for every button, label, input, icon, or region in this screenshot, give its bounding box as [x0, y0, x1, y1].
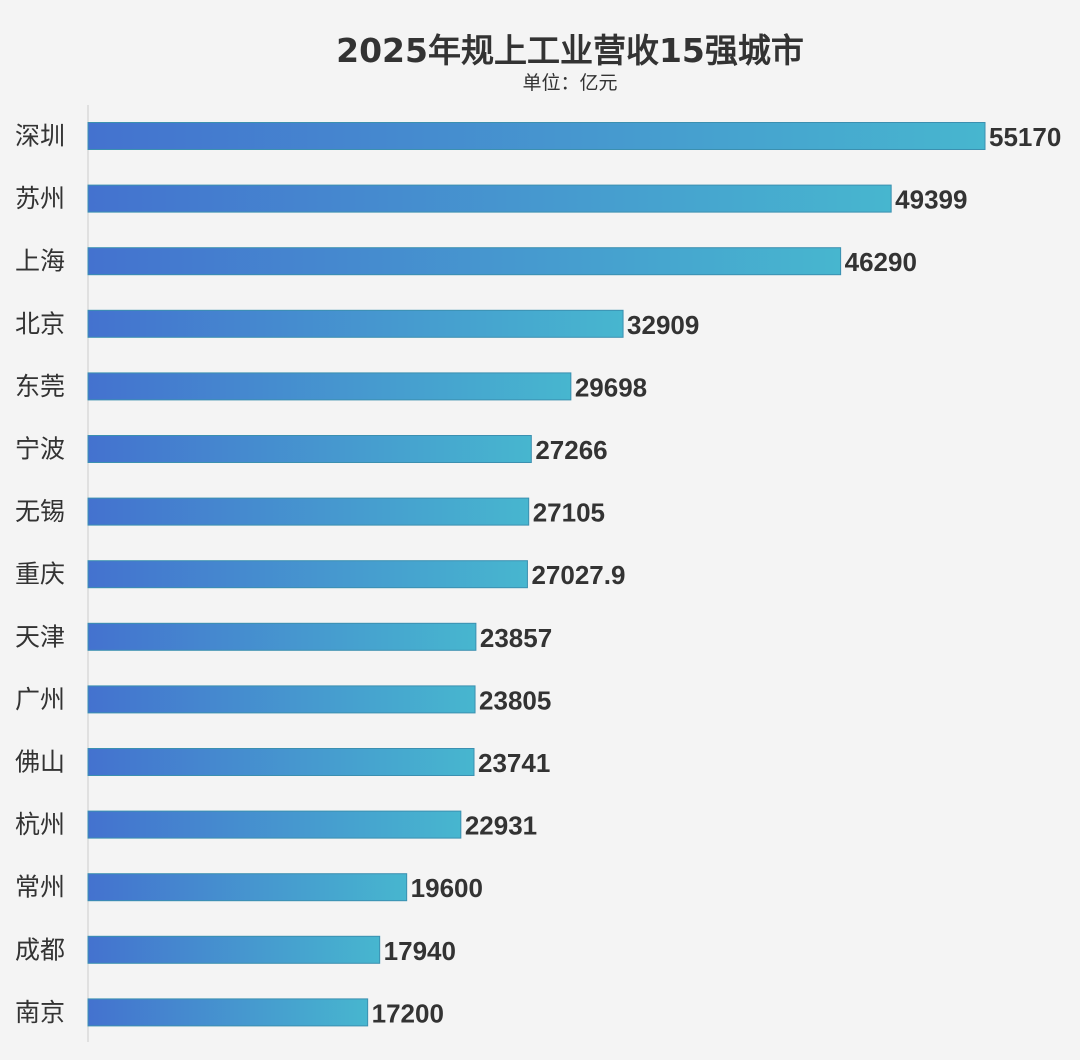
category-label: 北京 [15, 309, 65, 338]
bar [87, 122, 986, 150]
value-label: 23805 [479, 685, 551, 715]
category-label: 成都 [15, 935, 65, 964]
bar [87, 372, 572, 401]
bar [87, 873, 408, 902]
bar [87, 748, 475, 776]
bar [87, 497, 530, 526]
bar [87, 184, 892, 213]
chart-subtitle: 单位：亿元 [522, 72, 618, 94]
value-label: 17200 [372, 998, 444, 1028]
value-label: 27105 [533, 498, 605, 528]
category-label: 苏州 [15, 184, 65, 213]
bars-group: 深圳 55170 苏州 49399 上海 46290 北京 32909 东莞 29698 宁波 272… [15, 122, 1061, 1029]
bar [87, 309, 624, 338]
value-label: 29698 [575, 372, 647, 402]
category-label: 南京 [15, 998, 65, 1027]
value-label: 27027.9 [531, 560, 625, 590]
bar [87, 435, 532, 463]
category-label: 重庆 [15, 560, 65, 589]
value-label: 27266 [535, 435, 607, 465]
category-label: 常州 [15, 873, 65, 902]
value-label: 23741 [478, 748, 550, 778]
category-label: 天津 [15, 622, 65, 651]
category-label: 佛山 [15, 748, 65, 777]
bar [87, 935, 381, 964]
category-label: 杭州 [15, 810, 65, 839]
value-label: 49399 [895, 185, 967, 215]
value-label: 19600 [411, 873, 483, 903]
bar [87, 560, 528, 589]
value-label: 32909 [627, 310, 699, 340]
bar [87, 622, 477, 651]
bar [87, 998, 369, 1027]
category-label: 广州 [15, 685, 65, 714]
bar [87, 247, 842, 276]
value-label: 55170 [989, 122, 1061, 152]
bar [87, 810, 462, 839]
category-label: 上海 [15, 247, 65, 276]
category-label: 东莞 [15, 372, 65, 401]
value-label: 23857 [480, 623, 552, 653]
bar [87, 685, 476, 714]
category-label: 深圳 [15, 122, 65, 151]
chart-title: 2025年规上工业营收15强城市 [336, 31, 804, 70]
category-label: 宁波 [15, 435, 65, 464]
category-label: 无锡 [15, 497, 65, 526]
value-label: 17940 [384, 936, 456, 966]
value-label: 22931 [465, 811, 537, 841]
value-label: 46290 [845, 247, 917, 277]
